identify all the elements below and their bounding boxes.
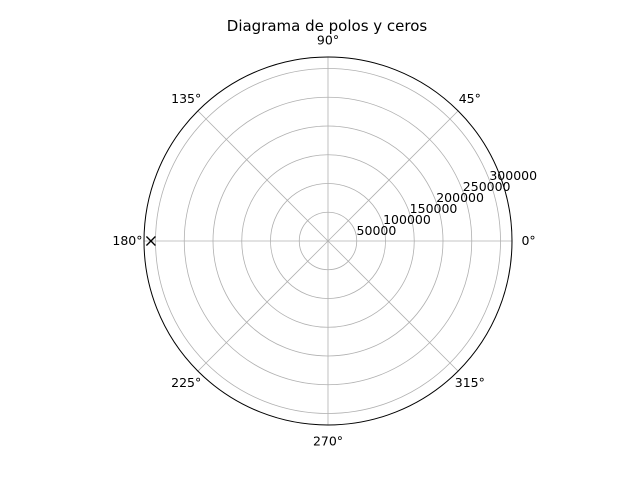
radial-gridline-200000	[212, 125, 444, 357]
radial-gridline-100000	[270, 183, 386, 299]
angle-gridline-135	[197, 110, 329, 242]
angle-tick-label-315: 315°	[455, 375, 485, 390]
angle-tick-label-135: 135°	[171, 91, 201, 106]
chart-title: Diagrama de polos y ceros	[227, 17, 428, 35]
angle-tick-label-180: 180°	[112, 233, 142, 248]
radial-tick-label-50000: 50000	[357, 223, 397, 238]
data-points	[145, 236, 156, 246]
angle-tick-label-270: 270°	[313, 434, 343, 449]
angle-gridline-45	[327, 110, 459, 242]
angle-tick-label-90: 90°	[317, 32, 339, 47]
radial-tick-label-100000: 100000	[383, 212, 431, 227]
angle-gridline-225	[197, 240, 329, 372]
polar-frame	[143, 56, 513, 426]
angle-tick-label-0: 0°	[521, 233, 535, 248]
angle-tick-label-45: 45°	[459, 91, 481, 106]
radial-gridline-150000	[241, 154, 415, 328]
grid	[144, 57, 512, 425]
pole-marker-0-0	[145, 236, 156, 246]
radial-tick-label-300000: 300000	[489, 168, 537, 183]
radial-tick-label-250000: 250000	[463, 179, 511, 194]
angle-tick-label-225: 225°	[171, 375, 201, 390]
radial-tick-label-200000: 200000	[436, 190, 484, 205]
angle-gridline-315	[327, 240, 459, 372]
radial-tick-label-150000: 150000	[410, 201, 458, 216]
radial-gridline-300000	[155, 68, 501, 414]
angle-tick-labels: 0° 45° 90° 135° 180° 225° 270° 315°	[112, 32, 535, 448]
radial-gridline-250000	[183, 96, 473, 386]
radial-gridline-50000	[298, 211, 358, 271]
